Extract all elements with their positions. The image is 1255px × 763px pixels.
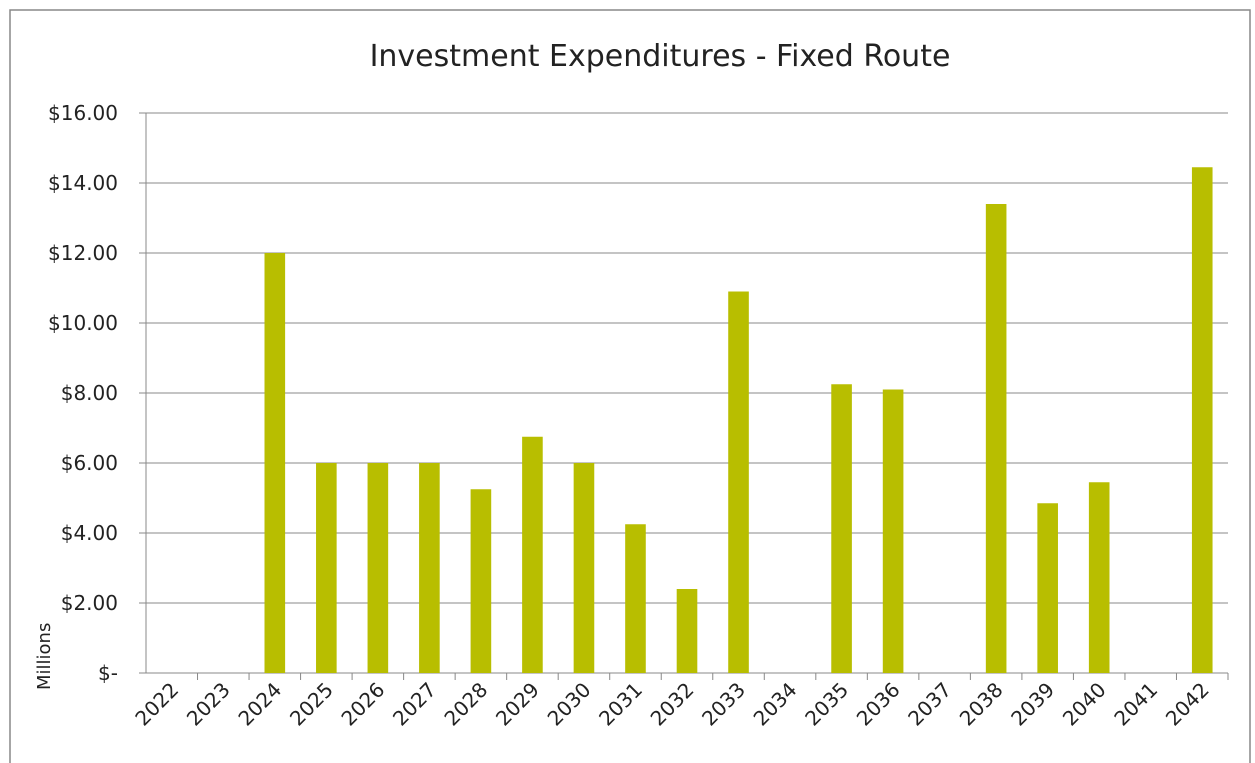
y-tick-label: $4.00 — [61, 521, 118, 545]
bar — [831, 384, 852, 673]
bar — [367, 463, 389, 673]
y-tick-label: $2.00 — [61, 591, 118, 615]
bar — [728, 291, 749, 673]
bar — [419, 463, 440, 673]
bar — [985, 204, 1007, 673]
y-axis-label: Millions — [34, 623, 55, 690]
bar — [470, 489, 492, 673]
y-tick-label: $10.00 — [48, 311, 118, 335]
bar — [1037, 503, 1058, 673]
y-tick-label: $14.00 — [48, 171, 118, 195]
bar — [882, 389, 904, 673]
bar — [264, 253, 286, 673]
bar — [522, 436, 543, 673]
y-tick-label: $16.00 — [48, 101, 118, 125]
y-tick-label: $- — [98, 661, 118, 685]
bar — [1088, 482, 1110, 673]
bar — [573, 463, 595, 673]
y-tick-label: $6.00 — [61, 451, 118, 475]
y-tick-label: $8.00 — [61, 381, 118, 405]
bar — [316, 463, 337, 673]
bar — [676, 589, 698, 673]
y-tick-label: $12.00 — [48, 241, 118, 265]
bar — [625, 524, 646, 673]
bar — [1191, 167, 1213, 673]
chart-title: Investment Expenditures - Fixed Route — [370, 39, 951, 74]
